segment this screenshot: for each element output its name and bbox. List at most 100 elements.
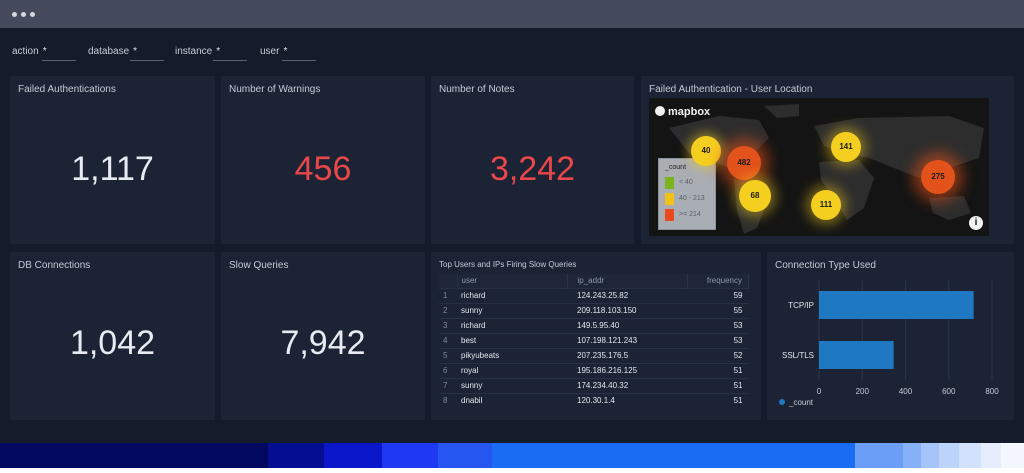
cell-ip-addr: 209.118.103.150 xyxy=(567,302,687,318)
cell-user: richard xyxy=(457,287,567,303)
table-header-index xyxy=(439,274,458,288)
filter-label: instance xyxy=(175,46,213,57)
cell-ip-addr: 107.198.121.243 xyxy=(567,332,687,348)
filter-underline xyxy=(42,60,76,61)
band-segment xyxy=(981,443,1001,468)
x-tick-label: 0 xyxy=(817,387,822,396)
filter-database[interactable]: database * xyxy=(88,46,164,61)
filter-value[interactable]: * xyxy=(133,46,138,57)
panel-title: Number of Warnings xyxy=(229,84,321,95)
table-row[interactable]: 1 richard 124.243.25.82 59 xyxy=(439,287,749,303)
map-cluster[interactable]: 68 xyxy=(739,180,771,212)
legend-label: >= 214 xyxy=(679,211,701,218)
cell-ip-addr: 120.30.1.4 xyxy=(567,392,687,408)
window-dot xyxy=(12,12,17,17)
cell-frequency: 51 xyxy=(687,362,749,378)
panel-title: Failed Authentications xyxy=(18,84,116,95)
world-map[interactable]: mapbox _count < 40 40 - 213 >= 214 40 48… xyxy=(649,98,989,236)
single-value: 7,942 xyxy=(280,324,366,362)
single-value: 3,242 xyxy=(489,150,576,188)
row-index: 5 xyxy=(439,347,457,363)
panel-title: Slow Queries xyxy=(229,260,289,271)
y-category-label: SSL/TLS xyxy=(782,351,814,360)
table-row[interactable]: 4 best 107.198.121.243 53 xyxy=(439,332,749,348)
filter-label: action xyxy=(12,46,39,57)
table-row[interactable]: 5 pikyubeats 207.235.176.5 52 xyxy=(439,347,749,363)
cell-user: sunny xyxy=(457,377,567,393)
row-index: 4 xyxy=(439,332,457,348)
band-segment xyxy=(382,443,438,468)
table-row[interactable]: 8 dnabil 120.30.1.4 51 xyxy=(439,392,749,408)
band-segment xyxy=(492,443,855,468)
x-tick-label: 600 xyxy=(942,387,956,396)
filter-value[interactable]: * xyxy=(283,46,288,57)
table-row[interactable]: 3 richard 149.5.95.40 53 xyxy=(439,317,749,333)
single-value: 1,117 xyxy=(71,150,154,188)
info-icon[interactable]: i xyxy=(969,216,983,230)
legend-dot-icon xyxy=(779,399,785,405)
window-dot xyxy=(21,12,26,17)
color-band xyxy=(0,443,1024,468)
window-titlebar xyxy=(0,0,1024,28)
slow-queries-table: user ip_addr frequency 1 richard 124.243.2… xyxy=(439,274,749,408)
row-index: 3 xyxy=(439,317,457,333)
cell-user: pikyubeats xyxy=(457,347,567,363)
band-segment xyxy=(0,443,268,468)
band-segment xyxy=(438,443,492,468)
filter-underline xyxy=(130,60,164,61)
row-index: 2 xyxy=(439,302,457,318)
panel-top-users-ips: Top Users and IPs Firing Slow Queries us… xyxy=(431,252,761,420)
single-value: 456 xyxy=(294,150,352,188)
legend-label: _count xyxy=(788,398,814,407)
bar[interactable] xyxy=(819,291,974,319)
cell-user: royal xyxy=(457,362,567,378)
dashboard-window: action * database * instance * user * Failed… xyxy=(0,0,1024,443)
map-legend: _count < 40 40 - 213 >= 214 xyxy=(658,158,716,230)
panel-connection-type-chart: Connection Type Used 0 200 400 600 800 TCP/IP… xyxy=(767,252,1014,420)
map-cluster[interactable]: 275 xyxy=(921,160,955,194)
map-cluster[interactable]: 40 xyxy=(691,136,721,166)
connection-type-bar-chart: 0 200 400 600 800 TCP/IP SSL/TLS _count xyxy=(779,280,999,407)
panel-title: Top Users and IPs Firing Slow Queries xyxy=(439,260,577,269)
panel-title: Number of Notes xyxy=(439,84,515,95)
column-header-user[interactable]: user xyxy=(457,274,568,288)
band-segment xyxy=(324,443,382,468)
filter-action[interactable]: action * xyxy=(12,46,76,61)
panel-db-connections: DB Connections 1,042 xyxy=(10,252,215,420)
legend-label: < 40 xyxy=(679,179,693,186)
column-header-ip-addr[interactable]: ip_addr xyxy=(567,274,688,288)
cell-user: dnabil xyxy=(457,392,567,408)
filter-instance[interactable]: instance * xyxy=(175,46,247,61)
filter-value[interactable]: * xyxy=(42,46,47,57)
map-cluster[interactable]: 141 xyxy=(831,132,861,162)
mapbox-logo: mapbox xyxy=(655,106,710,118)
filter-value[interactable]: * xyxy=(216,46,221,57)
filter-underline xyxy=(282,60,316,61)
filter-underline xyxy=(213,60,247,61)
filter-label: database xyxy=(88,46,130,57)
mapbox-label: mapbox xyxy=(668,106,711,118)
legend-swatch xyxy=(665,193,674,205)
panel-slow-queries: Slow Queries 7,942 xyxy=(221,252,425,420)
bar[interactable] xyxy=(819,341,894,369)
band-segment xyxy=(268,443,324,468)
cell-frequency: 55 xyxy=(687,302,749,318)
cell-ip-addr: 174.234.40.32 xyxy=(567,377,687,393)
table-row[interactable]: 2 sunny 209.118.103.150 55 xyxy=(439,302,749,318)
cell-frequency: 51 xyxy=(687,392,749,408)
table-row[interactable]: 6 royal 195.186.216.125 51 xyxy=(439,362,749,378)
cell-user: best xyxy=(457,332,567,348)
panel-number-of-warnings: Number of Warnings 456 xyxy=(221,76,425,244)
band-segment xyxy=(855,443,903,468)
row-index: 7 xyxy=(439,377,457,393)
map-cluster[interactable]: 111 xyxy=(811,190,841,220)
legend-swatch xyxy=(665,209,674,221)
column-header-frequency[interactable]: frequency xyxy=(687,274,749,288)
legend-label: 40 - 213 xyxy=(679,195,705,202)
filter-user[interactable]: user * xyxy=(260,46,316,61)
cell-frequency: 53 xyxy=(687,332,749,348)
cell-frequency: 52 xyxy=(687,347,749,363)
cell-ip-addr: 124.243.25.82 xyxy=(567,287,687,303)
table-row[interactable]: 7 sunny 174.234.40.32 51 xyxy=(439,377,749,393)
map-cluster[interactable]: 482 xyxy=(727,146,761,180)
